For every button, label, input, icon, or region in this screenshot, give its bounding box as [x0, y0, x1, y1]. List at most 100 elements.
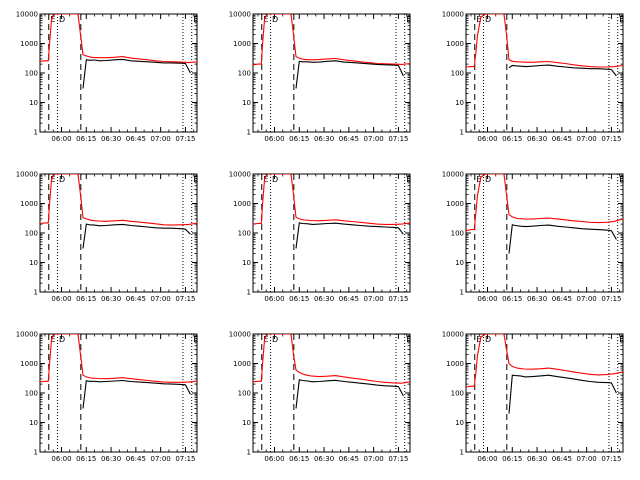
x-tick-label: 06:15	[502, 135, 522, 143]
y-tick-label: 1000	[20, 40, 38, 48]
x-tick-label: 06:30	[314, 135, 334, 143]
y-tick-label: 1000	[20, 360, 38, 368]
x-tick-label: 07:00	[577, 135, 597, 143]
series-events-line	[508, 374, 617, 414]
marker-label: E	[619, 15, 624, 24]
series-events-line	[508, 64, 617, 77]
plot-frame	[465, 173, 624, 293]
plot-frame	[252, 333, 411, 453]
x-tick-label: 06:30	[101, 455, 121, 463]
y-tick-label: 1	[247, 289, 251, 297]
y-tick-label: 1	[34, 129, 38, 137]
chart-panel-9: 1 10 100 1000 10000 06:00 06:15 06:30 06:45 07:00…	[442, 331, 625, 464]
x-tick-label: 06:45	[126, 295, 146, 303]
chart-panel-6: 1 10 100 1000 10000 06:00 06:15 06:30 06:45 07:00…	[442, 171, 625, 304]
marker-label: E	[193, 335, 198, 344]
marker-label: E	[476, 175, 481, 184]
y-tick-label: 10	[455, 259, 464, 267]
y-tick-label: 10	[242, 99, 251, 107]
y-tick-label: 10000	[16, 11, 38, 19]
series-lld-line	[253, 14, 410, 66]
series-events-line	[82, 379, 191, 409]
x-tick-label: 06:00	[264, 455, 284, 463]
x-tick-label: 06:30	[101, 135, 121, 143]
marker-label: E	[619, 335, 624, 344]
marker-label: D	[485, 175, 491, 184]
series-events-line	[82, 58, 191, 89]
x-tick-label: 06:15	[76, 295, 96, 303]
y-tick-label: 10	[455, 419, 464, 427]
x-tick-label: 06:15	[76, 455, 96, 463]
x-tick-label: 07:15	[175, 455, 195, 463]
marker-label: D	[59, 175, 65, 184]
x-tick-label: 06:00	[264, 295, 284, 303]
x-tick-label: 06:45	[339, 295, 359, 303]
chart-panel-7: 1 10 100 1000 10000 06:00 06:15 06:30 06:45 07:00…	[16, 331, 199, 464]
marker-label: E	[406, 175, 411, 184]
x-tick-label: 06:15	[76, 135, 96, 143]
marker-label: D	[485, 335, 491, 344]
x-tick-label: 07:15	[388, 455, 408, 463]
x-tick-label: 06:45	[552, 455, 572, 463]
y-tick-label: 1000	[20, 200, 38, 208]
y-tick-label: 1	[247, 129, 251, 137]
x-tick-label: 07:15	[601, 455, 621, 463]
x-tick-label: 07:00	[364, 135, 384, 143]
chart-panel-4: 1 10 100 1000 10000 06:00 06:15 06:30 06:45 07:00…	[16, 171, 199, 304]
y-tick-label: 1	[460, 289, 464, 297]
x-tick-label: 06:00	[477, 295, 497, 303]
x-tick-label: 06:00	[264, 135, 284, 143]
y-tick-label: 1000	[233, 360, 251, 368]
y-tick-label: 10	[455, 99, 464, 107]
y-tick-label: 1000	[233, 200, 251, 208]
y-tick-label: 10	[29, 99, 38, 107]
x-tick-label: 07:15	[175, 135, 195, 143]
y-tick-label: 10	[242, 419, 251, 427]
y-tick-label: 1000	[446, 40, 464, 48]
series-events-line	[295, 60, 404, 89]
plot-frame	[39, 173, 198, 293]
series-events-line	[82, 223, 191, 249]
y-tick-label: 1	[34, 289, 38, 297]
x-tick-label: 07:00	[151, 135, 171, 143]
marker-label: E	[50, 15, 55, 24]
x-tick-label: 06:00	[51, 135, 71, 143]
y-tick-label: 1	[34, 449, 38, 457]
y-tick-label: 10000	[229, 331, 251, 339]
chart-panel-8: 1 10 100 1000 10000 06:00 06:15 06:30 06:45 07:00…	[229, 331, 412, 464]
chart-panel-1: 1 10 100 1000 10000 06:00 06:15 06:30 06:45 07:00…	[16, 11, 199, 144]
x-tick-label: 06:45	[552, 135, 572, 143]
x-tick-label: 06:00	[51, 295, 71, 303]
x-tick-label: 06:30	[314, 455, 334, 463]
marker-label: E	[50, 175, 55, 184]
marker-label: E	[263, 175, 268, 184]
y-tick-label: 100	[25, 390, 38, 398]
marker-label: E	[476, 15, 481, 24]
x-tick-label: 07:00	[577, 295, 597, 303]
y-tick-label: 10	[29, 419, 38, 427]
y-tick-label: 1000	[446, 360, 464, 368]
x-tick-label: 06:45	[339, 455, 359, 463]
x-tick-label: 06:45	[339, 135, 359, 143]
x-tick-label: 07:15	[601, 135, 621, 143]
marker-label: D	[59, 335, 65, 344]
y-tick-label: 10000	[229, 171, 251, 179]
y-tick-label: 10	[29, 259, 38, 267]
plot-frame	[39, 13, 198, 133]
series-events-line	[295, 379, 404, 409]
x-tick-label: 06:15	[502, 455, 522, 463]
x-tick-label: 07:15	[388, 295, 408, 303]
marker-label: D	[272, 335, 278, 344]
marker-label: E	[619, 175, 624, 184]
y-tick-label: 1	[460, 449, 464, 457]
marker-label: E	[193, 175, 198, 184]
x-tick-label: 07:15	[601, 295, 621, 303]
y-tick-label: 100	[25, 70, 38, 78]
x-tick-label: 07:00	[577, 455, 597, 463]
y-tick-label: 1	[460, 129, 464, 137]
marker-label: E	[406, 15, 411, 24]
y-tick-label: 10000	[229, 11, 251, 19]
series-lld-line	[40, 174, 197, 226]
y-tick-label: 100	[25, 230, 38, 238]
marker-label: E	[263, 15, 268, 24]
